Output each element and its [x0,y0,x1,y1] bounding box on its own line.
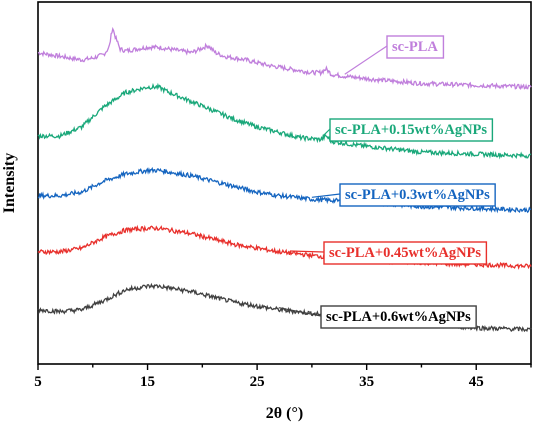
series-line [37,26,532,90]
leader-line [278,307,322,317]
plot-frame [37,1,532,365]
series-label: sc-PLA+0.6wt%AgNPs [326,309,471,325]
x-tick-label: 5 [34,374,42,390]
x-tick-label: 45 [469,374,484,390]
x-axis-ticks: 5 15 25 35 45 [34,364,532,390]
series-label-box [323,241,488,265]
x-axis-title: 2θ (°) [266,405,303,422]
series-label: sc-PLA+0.45wt%AgNPs [329,245,481,261]
series-label-box [329,118,494,142]
leader-line [344,45,388,75]
leader-line [289,250,325,253]
x-tick-label: 15 [140,374,155,390]
series-labels: sc-PLA sc-PLA+0.15wt%AgNPs sc-PLA+0.3wt%Ag… [278,35,496,329]
series-label: sc-PLA [392,39,438,55]
series-line [37,82,532,160]
series-label-box [320,305,477,329]
leader-line [311,193,341,198]
leader-line [322,128,331,137]
series-label-box [339,183,496,207]
series-curves [37,26,532,333]
x-tick-label: 25 [250,374,265,390]
x-tick-label: 35 [359,374,374,390]
series-label-box [386,35,445,59]
y-axis-title: Intensity [1,153,18,213]
series-label: sc-PLA+0.3wt%AgNPs [345,187,490,203]
series-label: sc-PLA+0.15wt%AgNPs [335,122,487,138]
